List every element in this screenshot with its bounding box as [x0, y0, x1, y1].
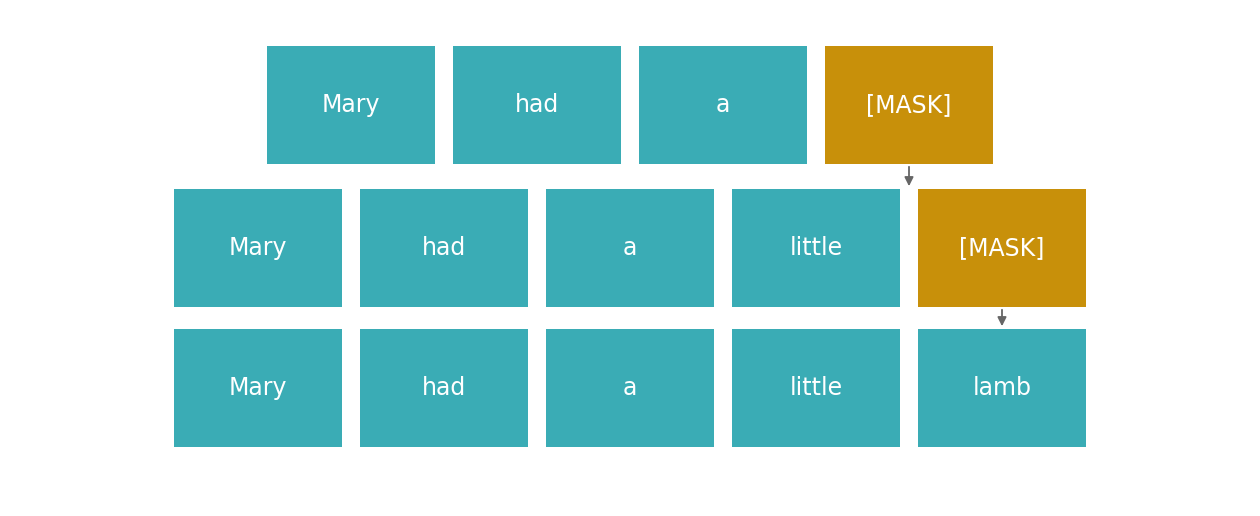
FancyBboxPatch shape	[639, 46, 806, 164]
FancyBboxPatch shape	[454, 46, 621, 164]
Text: [MASK]: [MASK]	[867, 93, 951, 117]
Text: a: a	[622, 376, 638, 400]
FancyBboxPatch shape	[360, 189, 528, 307]
FancyBboxPatch shape	[825, 46, 993, 164]
FancyBboxPatch shape	[919, 329, 1086, 447]
FancyBboxPatch shape	[546, 189, 714, 307]
Text: had: had	[422, 236, 466, 260]
Text: Mary: Mary	[229, 236, 287, 260]
Text: a: a	[622, 236, 638, 260]
Text: little: little	[790, 376, 843, 400]
Text: had: had	[422, 376, 466, 400]
FancyBboxPatch shape	[174, 329, 341, 447]
FancyBboxPatch shape	[919, 189, 1086, 307]
Text: little: little	[790, 236, 843, 260]
FancyBboxPatch shape	[267, 46, 435, 164]
Text: Mary: Mary	[321, 93, 381, 117]
Text: Mary: Mary	[229, 376, 287, 400]
Text: [MASK]: [MASK]	[959, 236, 1045, 260]
FancyBboxPatch shape	[546, 329, 714, 447]
Text: had: had	[515, 93, 559, 117]
Text: lamb: lamb	[973, 376, 1032, 400]
FancyBboxPatch shape	[732, 189, 900, 307]
FancyBboxPatch shape	[360, 329, 528, 447]
FancyBboxPatch shape	[732, 329, 900, 447]
FancyBboxPatch shape	[174, 189, 341, 307]
Text: a: a	[716, 93, 731, 117]
